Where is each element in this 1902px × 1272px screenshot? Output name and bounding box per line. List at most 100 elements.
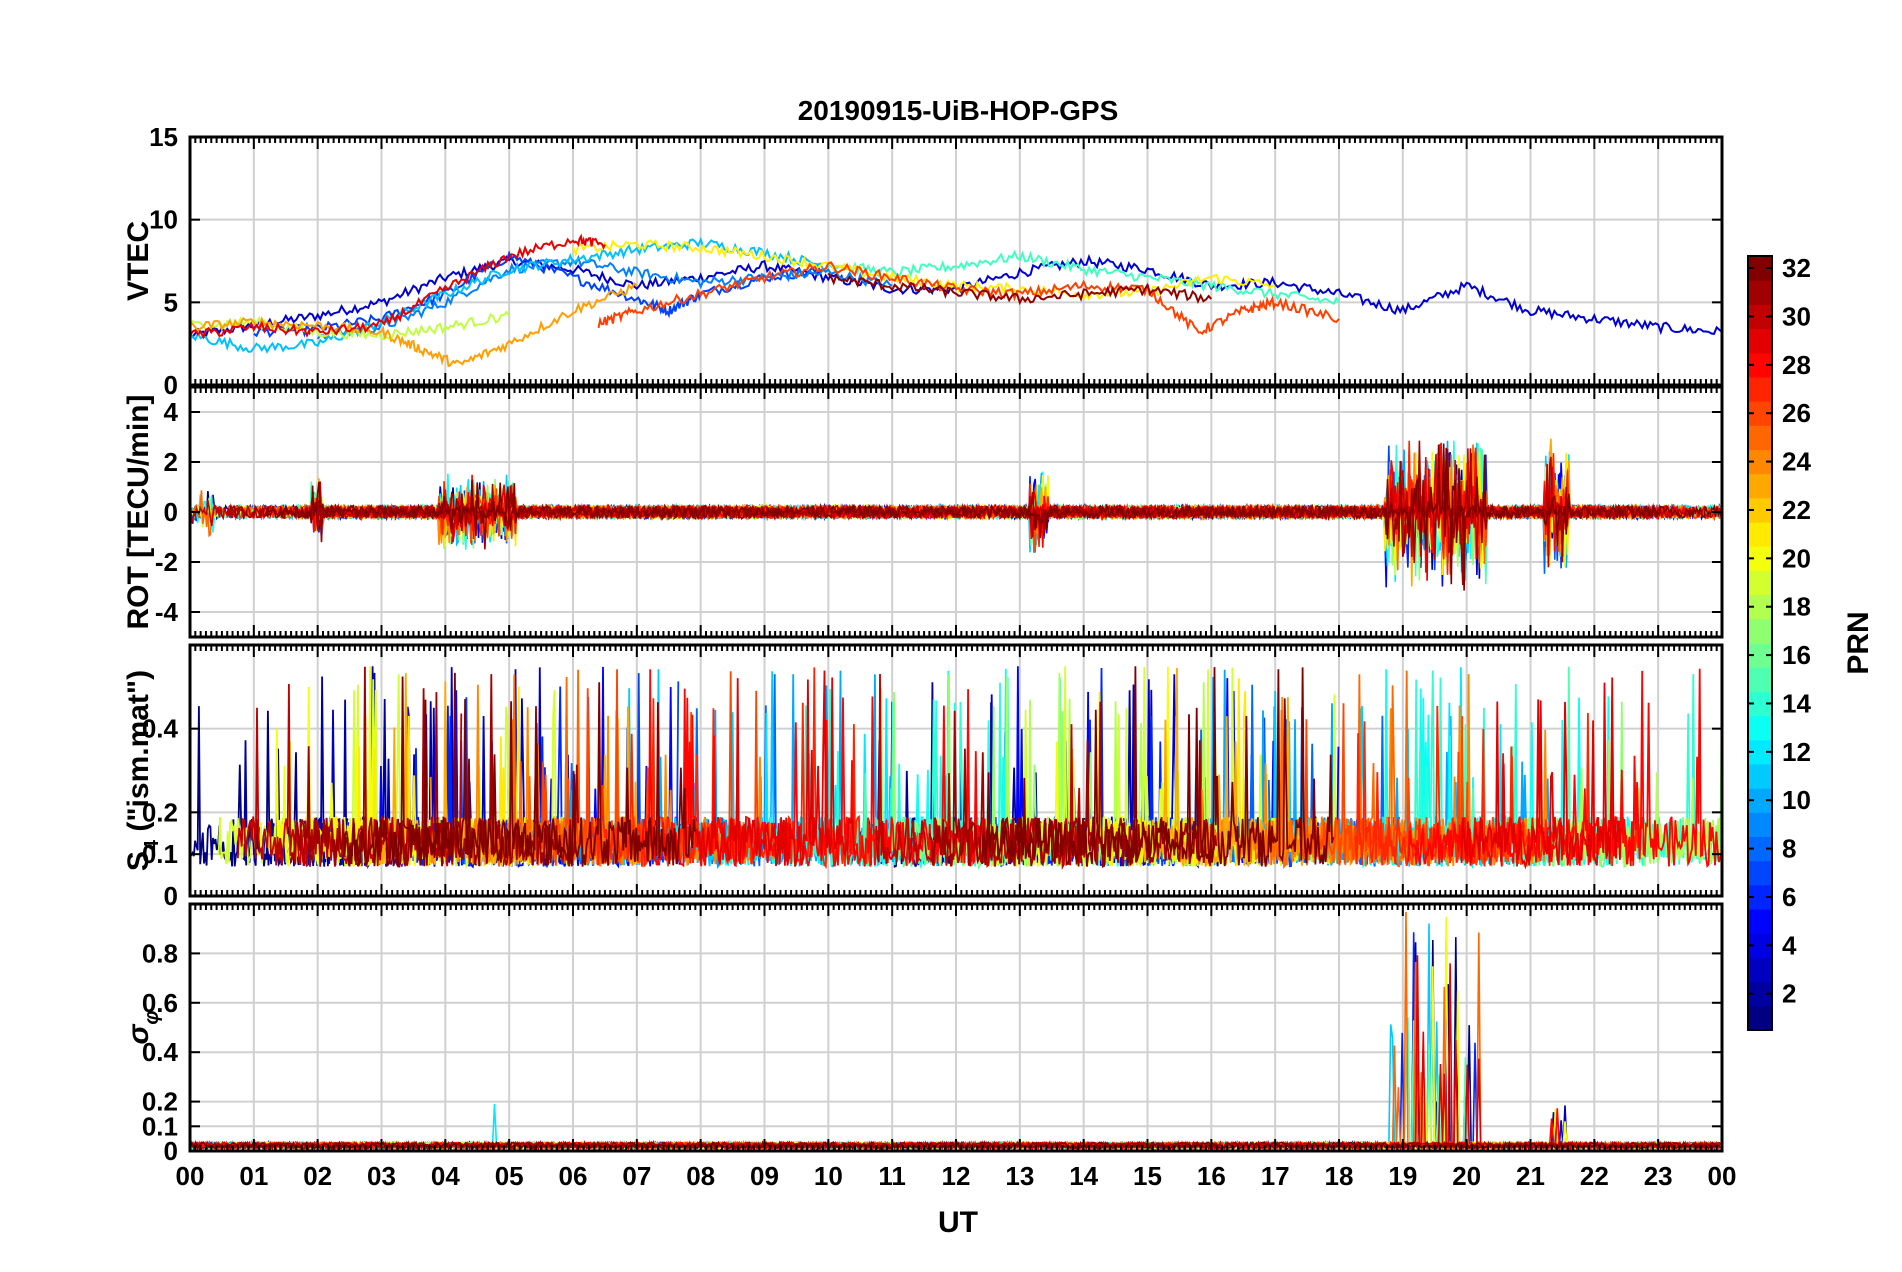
rot-series-prn-32 <box>265 443 1722 591</box>
x-tick-label: 04 <box>431 1161 460 1191</box>
y-axis-label-s4: S4 ("ism.mat") <box>122 670 163 871</box>
vtec-series-prn-8 <box>316 254 893 342</box>
colorbar-tick-label: 6 <box>1782 882 1796 912</box>
y-tick-label: 0 <box>164 497 178 527</box>
colorbar-segment <box>1748 860 1772 886</box>
y-axis-label-rot: ROT [TECU/min] <box>122 395 155 630</box>
grid <box>190 904 1722 1151</box>
y-axis-label-vtec: VTEC <box>122 221 155 301</box>
y-tick-label: -4 <box>155 597 179 627</box>
y-tick-label: 0.2 <box>142 1087 178 1117</box>
colorbar-tick-label: 14 <box>1782 688 1811 718</box>
colorbar-tick-label: 16 <box>1782 640 1811 670</box>
colorbar-tick-label: 22 <box>1782 495 1811 525</box>
colorbar-tick-label: 10 <box>1782 785 1811 815</box>
panel-sigma_phi: 00.10.2 0.4 0.6 0.8 σφ 00 01 02 03 04 05 06 07 08 09 10… <box>122 902 1737 1191</box>
vtec-series-prn-11 <box>190 236 830 354</box>
colorbar-tick-label: 20 <box>1782 543 1811 573</box>
colorbar-segment <box>1748 957 1772 983</box>
s4-series-prn-29 <box>694 670 856 867</box>
x-tick-label: 08 <box>686 1161 715 1191</box>
colorbar-tick-label: 26 <box>1782 398 1811 428</box>
y-tick-label: 0 <box>164 370 178 400</box>
vtec-series-prn-23 <box>190 282 638 368</box>
y-tick-label: 0.6 <box>142 988 178 1018</box>
colorbar-segment <box>1748 812 1772 837</box>
rot-series-prn-24 <box>342 448 1691 560</box>
x-tick-label: 17 <box>1261 1161 1290 1191</box>
colorbar-segment <box>1748 618 1772 644</box>
colorbar-tick-label: 2 <box>1782 979 1796 1009</box>
ticks: 0 5 10 15 <box>149 122 1723 400</box>
x-tick-label: 01 <box>239 1161 268 1191</box>
x-tick-label: 11 <box>878 1161 906 1191</box>
colorbar-segment <box>1748 715 1772 741</box>
y-tick-label: 0 <box>164 881 178 911</box>
x-tick-label: 00 <box>176 1161 205 1191</box>
colorbar-frame <box>1747 255 1773 1031</box>
y-tick-label: 0.4 <box>142 714 179 744</box>
x-tick-label: 22 <box>1580 1161 1609 1191</box>
y-tick-label: 0.1 <box>142 1111 178 1141</box>
colorbar-tick-label: 24 <box>1782 447 1811 477</box>
rot-series-prn-31 <box>227 440 1659 586</box>
panel-s4: 0 0.1 0.2 0.4S4 ("ism.mat") <box>122 643 1724 911</box>
x-tick-label: 18 <box>1325 1161 1354 1191</box>
s4-series-prn-28 <box>1407 668 1722 868</box>
y-tick-label: 0.2 <box>142 797 178 827</box>
panel-vtec: 0 5 10 15 VTEC <box>122 122 1724 400</box>
ticks: 00.10.2 0.4 0.6 0.8 <box>142 904 1723 1166</box>
x-tick-label: 15 <box>1133 1161 1162 1191</box>
x-tick-label: 07 <box>622 1161 651 1191</box>
panel-rot: -4 -2 0 2 4 ROT [TECU/min] <box>122 385 1724 639</box>
colorbar-segment <box>1748 522 1772 547</box>
s4-series-prn-30 <box>875 673 1101 870</box>
vtec-series-prn-14 <box>827 249 1340 306</box>
s4-series-prn-28 <box>641 669 995 868</box>
x-tick-label: 05 <box>495 1161 524 1191</box>
y-tick-label: 2 <box>164 447 178 477</box>
x-tick-label: 00 <box>1708 1161 1737 1191</box>
chart-title: 20190915-UiB-HOP-GPS <box>798 95 1119 126</box>
y-tick-label: 0.8 <box>142 938 178 968</box>
x-tick-label: 09 <box>750 1161 779 1191</box>
series-group <box>190 666 1722 870</box>
colorbar-tick-label: 32 <box>1782 253 1811 283</box>
colorbar-segment <box>1748 570 1772 596</box>
colorbar-segment <box>1748 376 1772 402</box>
rot-series-prn-5 <box>304 455 1722 588</box>
y-tick-label: 0.4 <box>142 1037 179 1067</box>
colorbar-tick-label: 4 <box>1782 930 1797 960</box>
colorbar-tick-label: 30 <box>1782 301 1811 331</box>
s4-series-prn-32 <box>981 666 1335 867</box>
ticks: -4 -2 0 2 4 <box>155 387 1723 637</box>
y-tick-label: -2 <box>155 547 178 577</box>
colorbar-tick-label: 12 <box>1782 737 1811 767</box>
colorbar-label: PRN <box>1842 611 1875 674</box>
colorbar-segment <box>1748 909 1772 934</box>
s4-series-prn-31 <box>928 701 1218 868</box>
x-tick-label: 10 <box>814 1161 843 1191</box>
x-tick-label: 06 <box>559 1161 588 1191</box>
s4-series-prn-29 <box>1460 677 1622 870</box>
y-tick-label: 10 <box>149 205 178 235</box>
colorbar-tick-label: 18 <box>1782 592 1811 622</box>
vtec-series-prn-28 <box>190 233 606 340</box>
colorbar-segment <box>1748 473 1772 499</box>
colorbar-tick-label: 8 <box>1782 834 1796 864</box>
vtec-series-prn-20 <box>572 239 1276 301</box>
x-tick-label: 19 <box>1388 1161 1417 1191</box>
y-axis-label-sigma_phi: σφ <box>122 1011 163 1045</box>
colorbar-segment <box>1748 328 1772 354</box>
x-tick-label: 20 <box>1452 1161 1481 1191</box>
y-tick-label: 4 <box>164 397 179 427</box>
colorbar-segment <box>1748 763 1772 789</box>
colorbar-segment <box>1748 280 1772 305</box>
x-tick-label: 02 <box>303 1161 332 1191</box>
colorbar-segment <box>1748 425 1772 450</box>
vtec-series-prn-26 <box>597 261 1340 335</box>
y-tick-label: 0.1 <box>142 839 178 869</box>
